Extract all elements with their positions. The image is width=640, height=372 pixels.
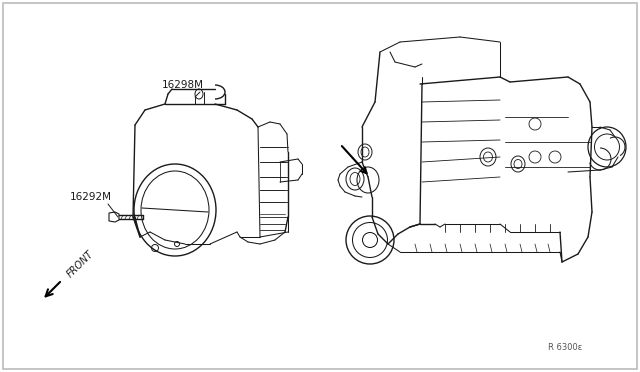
Text: 16298M: 16298M (162, 80, 204, 90)
Text: R 6300ε: R 6300ε (548, 343, 582, 352)
Text: 16292M: 16292M (70, 192, 112, 202)
Text: FRONT: FRONT (65, 248, 95, 279)
